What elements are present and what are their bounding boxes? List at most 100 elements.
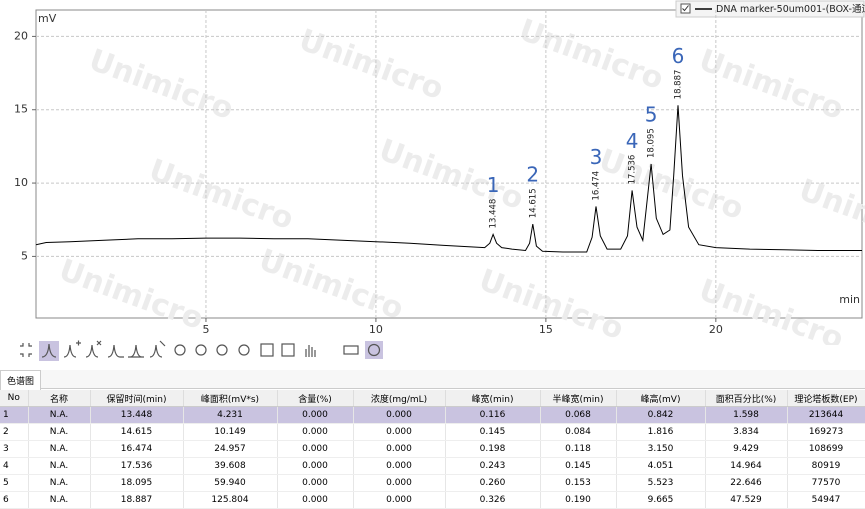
table-cell: 9.429 [705, 440, 788, 458]
table-cell: 54947 [787, 491, 865, 509]
ruler-button[interactable] [343, 345, 359, 355]
add-peak-button[interactable] [63, 340, 81, 358]
fit-button[interactable] [20, 343, 32, 357]
merge-button[interactable] [149, 340, 166, 358]
y-tick-label: 20 [14, 29, 28, 42]
table-cell: 5.523 [616, 474, 706, 492]
table-cell: 0.000 [277, 406, 354, 424]
peak-number: 1 [487, 173, 500, 197]
x-tick-label: 5 [202, 323, 209, 336]
table-cell: 0.145 [540, 457, 617, 475]
peak-number: 5 [645, 103, 658, 127]
table-cell: N.A. [28, 406, 91, 424]
table-row[interactable]: 1 N.A. 13.448 4.231 0.000 0.000 0.116 0.068 0.84… [0, 406, 865, 424]
table-cell: 3.834 [705, 423, 788, 441]
column-header[interactable]: No [0, 390, 29, 407]
zoom-out-button[interactable] [195, 344, 207, 356]
column-header[interactable]: 半峰宽(min) [540, 390, 617, 407]
column-header[interactable]: 保留时间(min) [90, 390, 184, 407]
peak-number: 6 [672, 44, 685, 68]
baseline-button[interactable] [107, 344, 124, 358]
peak-number: 4 [626, 129, 639, 153]
table-cell: 47.529 [705, 491, 788, 509]
table-cell: 0.000 [353, 457, 446, 475]
peak-number: 2 [526, 163, 539, 187]
column-header[interactable]: 峰高(mV) [616, 390, 706, 407]
zoom-in-x-button[interactable] [216, 344, 228, 356]
zoom-out-x-button[interactable] [238, 344, 250, 356]
table-cell: 10.149 [183, 423, 278, 441]
table-cell: 0.000 [353, 474, 446, 492]
table-cell: 24.957 [183, 440, 278, 458]
table-row[interactable]: 3 N.A. 16.474 24.957 0.000 0.000 0.198 0.118 3.1… [0, 440, 865, 458]
toolbar [20, 340, 383, 361]
table-cell: 108699 [787, 440, 865, 458]
table-cell: 39.608 [183, 457, 278, 475]
label-button[interactable] [365, 341, 383, 359]
table-cell: 5 [0, 474, 29, 492]
retention-label: 17.536 [628, 155, 638, 185]
table-cell: 125.804 [183, 491, 278, 509]
zoom-box-button[interactable] [260, 343, 274, 357]
table-cell: 0.000 [277, 423, 354, 441]
table-cell: 1 [0, 406, 29, 424]
table-cell: 0.243 [445, 457, 541, 475]
table-row[interactable]: 4 N.A. 17.536 39.608 0.000 0.000 0.243 0.145 4.0… [0, 457, 865, 475]
zoom-in-button[interactable] [174, 344, 186, 356]
table-cell: 0.000 [353, 423, 446, 441]
label-icon [367, 343, 381, 357]
table-cell: 1.598 [705, 406, 788, 424]
y-axis-label: mV [38, 12, 57, 25]
table-row[interactable]: 6 N.A. 18.887 125.804 0.000 0.000 0.326 0.190 9.… [0, 491, 865, 509]
table-row[interactable]: 5 N.A. 18.095 59.940 0.000 0.000 0.260 0.153 5.5… [0, 474, 865, 492]
table-cell: 14.615 [90, 423, 184, 441]
table-cell: 169273 [787, 423, 865, 441]
column-header[interactable]: 理论塔板数(EP) [787, 390, 865, 407]
column-header[interactable]: 峰宽(min) [445, 390, 541, 407]
retention-label: 18.095 [647, 128, 657, 158]
x-tick-label: 15 [539, 323, 553, 336]
table-cell: 13.448 [90, 406, 184, 424]
split-button[interactable] [128, 344, 144, 358]
table-cell: N.A. [28, 474, 91, 492]
table-cell: 0.000 [353, 406, 446, 424]
y-tick-label: 5 [21, 249, 28, 262]
pan-button[interactable] [305, 345, 316, 357]
table-header: No 名称 保留时间(min) 峰面积(mV*s) 含量(%) 浓度(mg/mL) 峰宽(m… [0, 390, 865, 407]
column-header[interactable]: 名称 [28, 390, 91, 407]
table-row[interactable]: 2 N.A. 14.615 10.149 0.000 0.000 0.145 0.084 1.8… [0, 423, 865, 441]
table-cell: 0.153 [540, 474, 617, 492]
column-header[interactable]: 浓度(mg/mL) [353, 390, 446, 407]
table-cell: 16.474 [90, 440, 184, 458]
column-header[interactable]: 峰面积(mV*s) [183, 390, 278, 407]
table-cell: 1.816 [616, 423, 706, 441]
column-header[interactable]: 面积百分比(%) [705, 390, 788, 407]
tab-bar: 色谱图 [0, 370, 865, 390]
table-cell: 0.145 [445, 423, 541, 441]
table-cell: 4 [0, 457, 29, 475]
table-cell: 0.842 [616, 406, 706, 424]
peak-number: 3 [590, 145, 603, 169]
tab[interactable]: 色谱图 [0, 370, 42, 390]
table-cell: N.A. [28, 457, 91, 475]
table-cell: 0.000 [277, 474, 354, 492]
plot-frame [35, 9, 863, 319]
table-cell: N.A. [28, 440, 91, 458]
table-cell: N.A. [28, 423, 91, 441]
table-cell: 14.964 [705, 457, 788, 475]
column-header[interactable]: 含量(%) [277, 390, 354, 407]
retention-label: 18.887 [674, 70, 684, 100]
table-cell: 0.000 [353, 440, 446, 458]
unzoom-box-button[interactable] [281, 343, 295, 357]
legend [675, 0, 865, 18]
table-cell: 18.887 [90, 491, 184, 509]
table-cell: 0.116 [445, 406, 541, 424]
table-cell: 0.000 [277, 440, 354, 458]
table-cell: 0.118 [540, 440, 617, 458]
delete-peak-button[interactable] [85, 340, 102, 358]
table-cell: 3 [0, 440, 29, 458]
table-cell: 80919 [787, 457, 865, 475]
retention-label: 14.615 [528, 188, 538, 218]
table-cell: 4.231 [183, 406, 278, 424]
